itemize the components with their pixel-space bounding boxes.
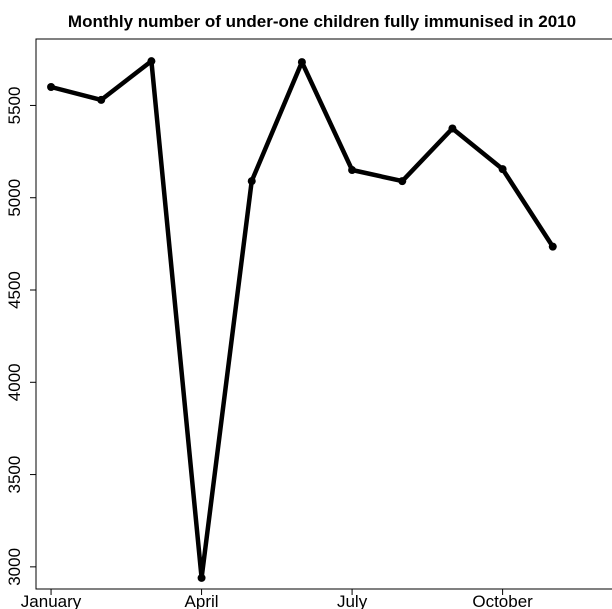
chart-title: Monthly number of under-one children ful…	[68, 12, 576, 31]
data-point	[398, 177, 407, 186]
data-point	[197, 573, 206, 582]
y-tick-label: 5500	[5, 87, 24, 125]
data-point	[247, 177, 256, 186]
data-point	[448, 124, 457, 133]
x-tick-label: April	[185, 592, 219, 609]
y-tick-label: 4000	[5, 363, 24, 401]
x-tick-label: July	[337, 592, 368, 609]
data-point	[97, 95, 106, 104]
data-point	[297, 58, 306, 67]
y-tick-label: 5000	[5, 179, 24, 217]
x-tick-label: October	[472, 592, 533, 609]
y-tick-label: 3000	[5, 548, 24, 586]
plot-frame	[35, 38, 612, 590]
data-point	[348, 166, 357, 175]
x-tick-label: January	[21, 592, 82, 609]
data-point	[147, 57, 156, 66]
y-tick-label: 3500	[5, 456, 24, 494]
data-point	[498, 165, 507, 174]
y-tick-label: 4500	[5, 271, 24, 309]
data-point	[548, 242, 557, 251]
axes: 3000 3500 4000 4500 5000 5500 January April July…	[5, 87, 533, 609]
series-line	[47, 57, 557, 582]
data-point	[47, 82, 56, 91]
series-path	[48, 58, 556, 581]
